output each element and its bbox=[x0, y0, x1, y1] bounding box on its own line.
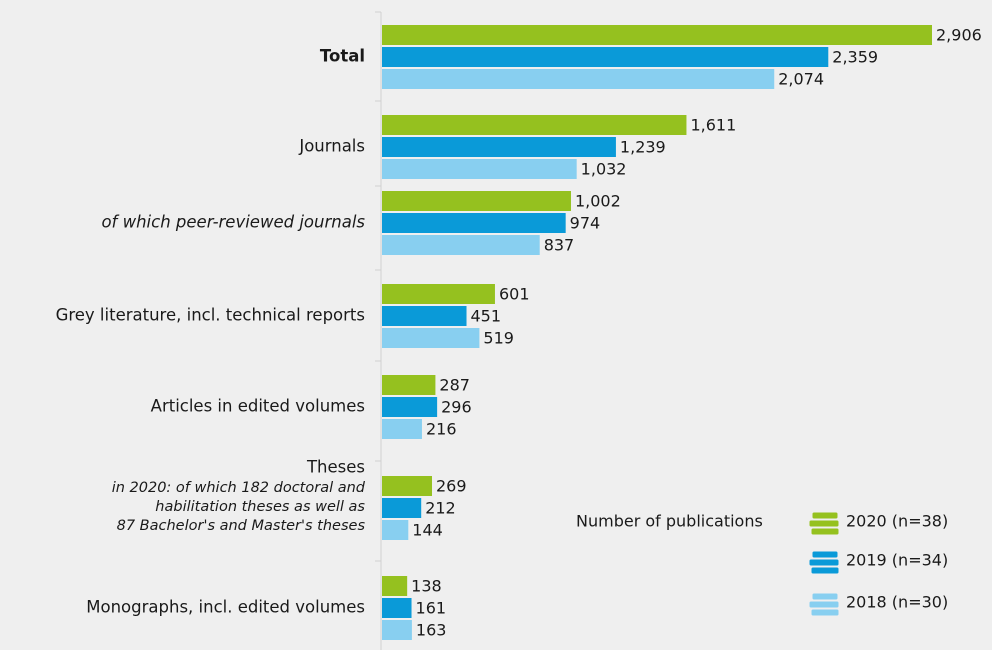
bar bbox=[382, 191, 571, 211]
value-label: 1,002 bbox=[575, 192, 621, 211]
category-label: Grey literature, incl. technical reports bbox=[56, 306, 365, 325]
bar bbox=[382, 397, 438, 417]
book bbox=[811, 511, 839, 520]
legend-icon bbox=[808, 511, 840, 536]
category-label: Journals bbox=[298, 137, 365, 156]
legend-title: Number of publications bbox=[576, 512, 763, 531]
bar bbox=[382, 598, 412, 618]
value-label: 212 bbox=[425, 499, 456, 518]
category-label: Theses bbox=[306, 458, 365, 477]
category-label: Articles in edited volumes bbox=[151, 397, 365, 416]
category-label: Total bbox=[320, 47, 365, 66]
bar bbox=[382, 576, 408, 596]
category-label: of which peer-reviewed journals bbox=[101, 213, 365, 232]
value-label: 2,074 bbox=[778, 70, 824, 89]
legend-icon bbox=[808, 550, 840, 575]
bar bbox=[382, 235, 540, 255]
value-label: 2,359 bbox=[832, 48, 878, 67]
bar bbox=[382, 419, 422, 439]
value-label: 601 bbox=[499, 285, 530, 304]
value-label: 2,906 bbox=[936, 26, 982, 45]
book bbox=[811, 592, 839, 601]
bar bbox=[382, 69, 775, 89]
value-label: 837 bbox=[544, 236, 575, 255]
bar bbox=[382, 137, 616, 157]
legend-label: 2020 (n=38) bbox=[846, 512, 948, 531]
book bbox=[808, 558, 840, 567]
annotation: habilitation theses as well as bbox=[155, 499, 365, 515]
value-label: 1,611 bbox=[690, 116, 736, 135]
value-label: 1,239 bbox=[620, 138, 666, 157]
bar bbox=[382, 159, 577, 179]
value-label: 296 bbox=[441, 398, 472, 417]
bar bbox=[382, 498, 422, 518]
value-label: 163 bbox=[416, 621, 447, 640]
value-label: 269 bbox=[436, 477, 467, 496]
bar bbox=[382, 620, 412, 640]
bar bbox=[382, 284, 495, 304]
bar bbox=[382, 213, 566, 233]
value-label: 1,032 bbox=[581, 160, 627, 179]
bar bbox=[382, 25, 932, 45]
legend-label: 2019 (n=34) bbox=[846, 551, 948, 570]
book bbox=[808, 600, 840, 609]
value-label: 161 bbox=[416, 599, 447, 618]
value-label: 287 bbox=[439, 376, 470, 395]
bar bbox=[382, 520, 409, 540]
value-label: 974 bbox=[570, 214, 601, 233]
bar bbox=[382, 47, 829, 67]
bar bbox=[382, 375, 436, 395]
book bbox=[811, 550, 839, 559]
annotation: 87 Bachelor's and Master's theses bbox=[117, 518, 366, 534]
bar bbox=[382, 115, 687, 135]
value-label: 144 bbox=[412, 521, 443, 540]
book bbox=[810, 566, 840, 575]
value-label: 138 bbox=[411, 577, 442, 596]
category-label: Monographs, incl. edited volumes bbox=[86, 598, 365, 617]
book bbox=[810, 527, 840, 536]
value-label: 519 bbox=[483, 329, 514, 348]
legend-icon bbox=[808, 592, 840, 617]
book bbox=[808, 519, 840, 528]
bar bbox=[382, 306, 467, 326]
bar bbox=[382, 328, 480, 348]
book bbox=[810, 608, 840, 617]
legend-label: 2018 (n=30) bbox=[846, 593, 948, 612]
bar bbox=[382, 476, 433, 496]
annotation: in 2020: of which 182 doctoral and bbox=[112, 480, 366, 496]
value-label: 216 bbox=[426, 420, 457, 439]
value-label: 451 bbox=[471, 307, 502, 326]
